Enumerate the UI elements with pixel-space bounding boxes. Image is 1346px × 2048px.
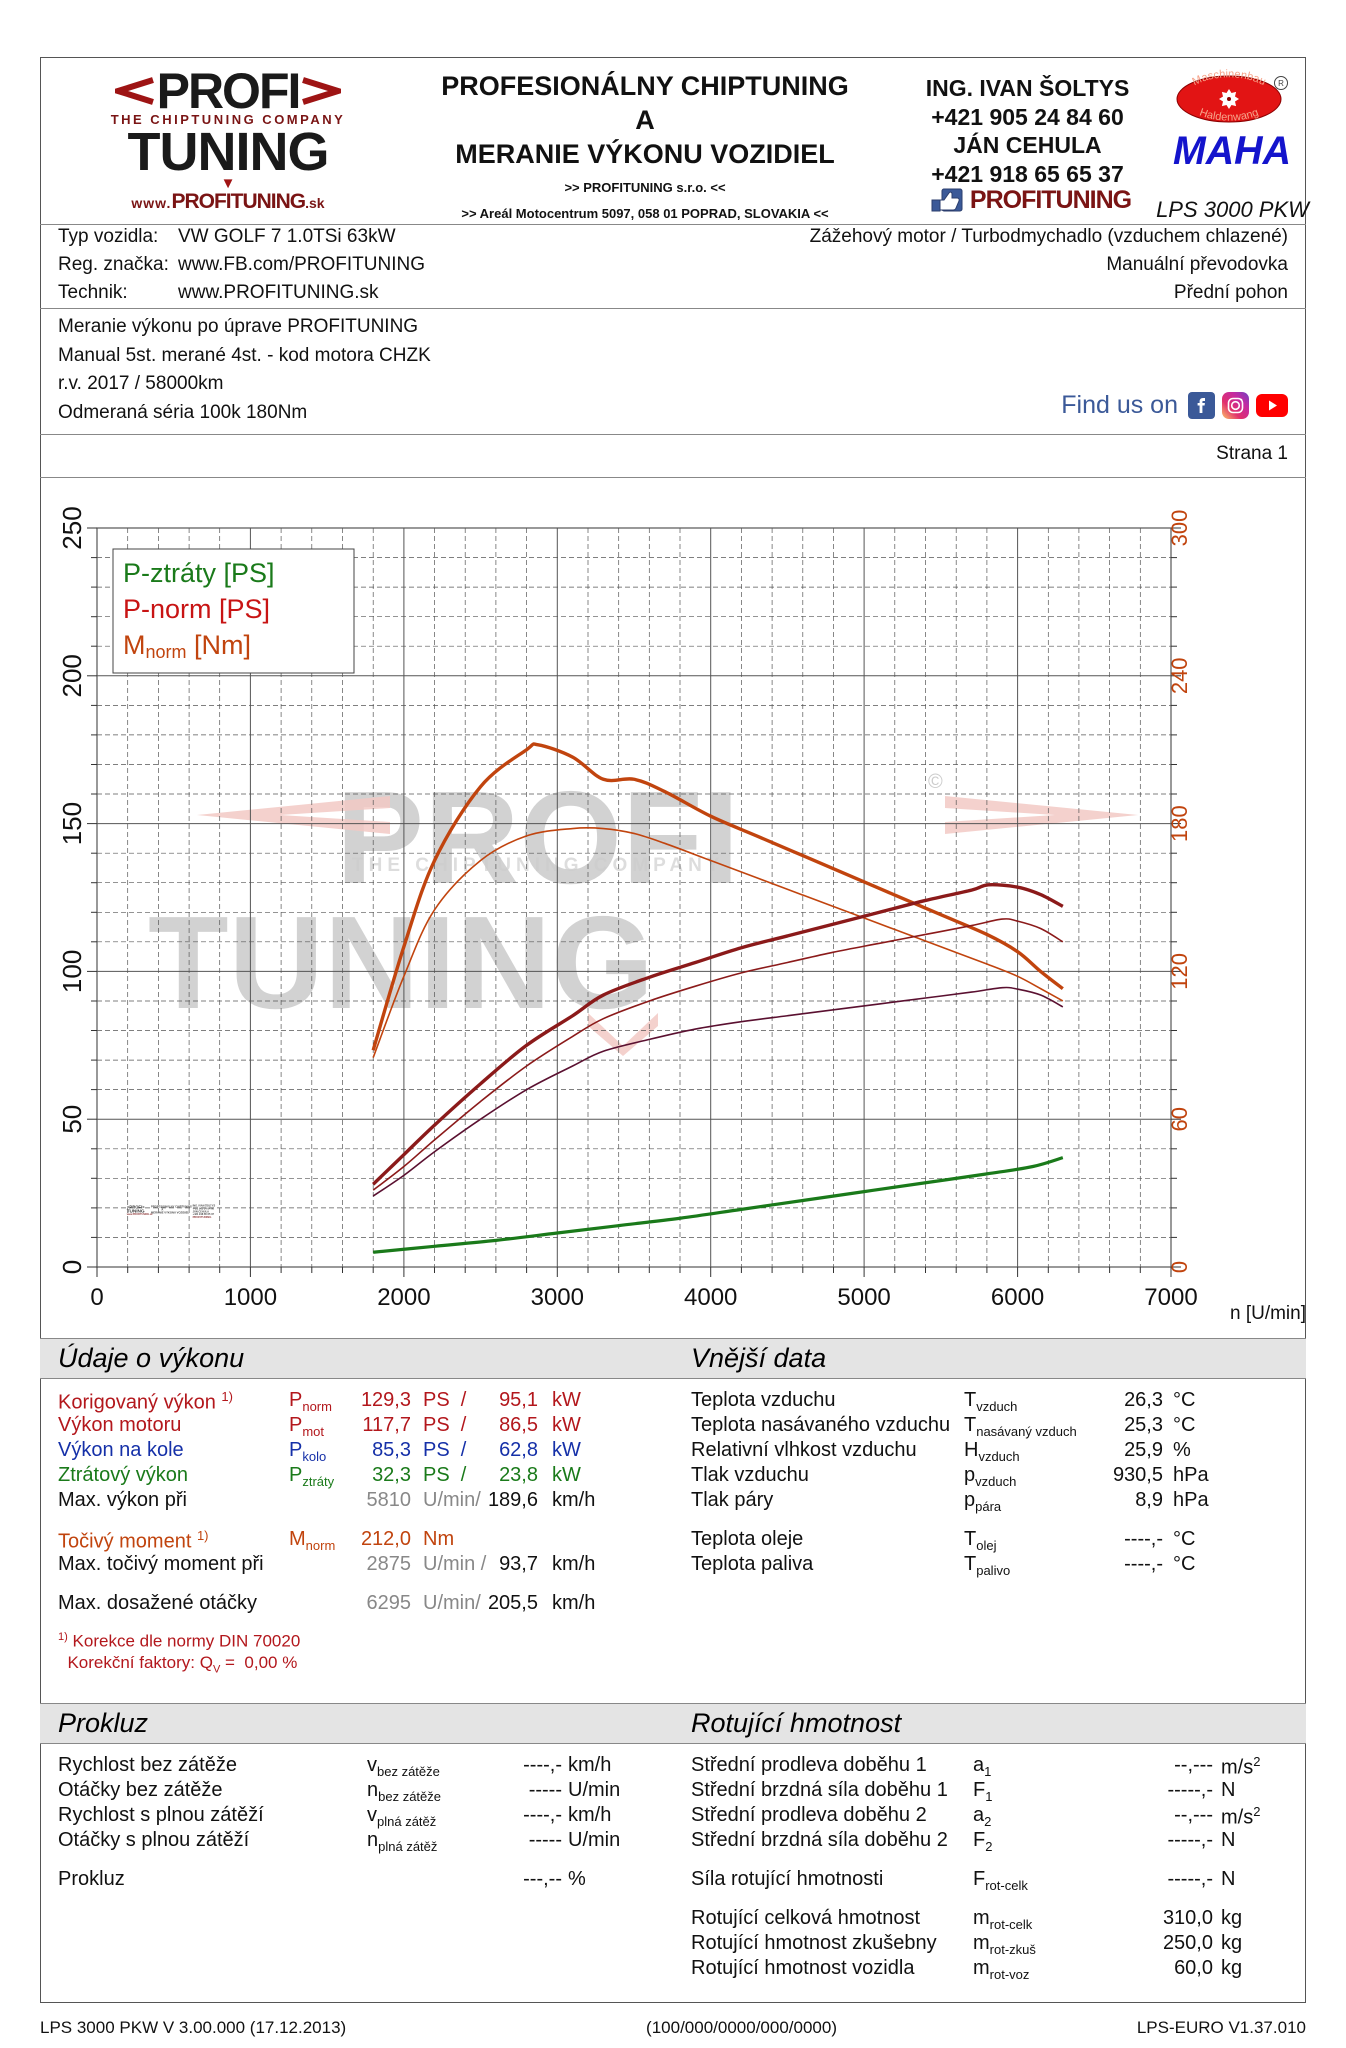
svg-text:R: R <box>1278 79 1284 88</box>
svg-text:250: 250 <box>57 506 87 549</box>
svg-text:60: 60 <box>1167 1107 1192 1131</box>
svg-text:120: 120 <box>1167 953 1192 990</box>
svg-text:<PROFI>: <PROFI> <box>127 1204 145 1209</box>
svg-text:50: 50 <box>57 1105 87 1134</box>
svg-text:P-ztráty [PS]: P-ztráty [PS] <box>123 558 275 588</box>
svg-text:100: 100 <box>57 950 87 993</box>
svg-text:0: 0 <box>57 1260 87 1274</box>
svg-text:MAHA: MAHA <box>1173 129 1291 172</box>
svg-text:THE CHIPTUNING COMPANY: THE CHIPTUNING COMPANY <box>352 855 724 876</box>
svg-text:300: 300 <box>1167 510 1192 547</box>
svg-text:www.PROFITUNING.sk: www.PROFITUNING.sk <box>127 1213 153 1216</box>
svg-text:P-norm [PS]: P-norm [PS] <box>123 594 270 624</box>
svg-text:©: © <box>928 771 943 793</box>
svg-text:200: 200 <box>57 654 87 697</box>
svg-text:0: 0 <box>1167 1261 1192 1273</box>
svg-text:Mnorm [Nm]: Mnorm [Nm] <box>123 630 251 662</box>
svg-text:150: 150 <box>57 802 87 845</box>
svg-text:240: 240 <box>1167 657 1192 694</box>
svg-text:180: 180 <box>1167 805 1192 842</box>
